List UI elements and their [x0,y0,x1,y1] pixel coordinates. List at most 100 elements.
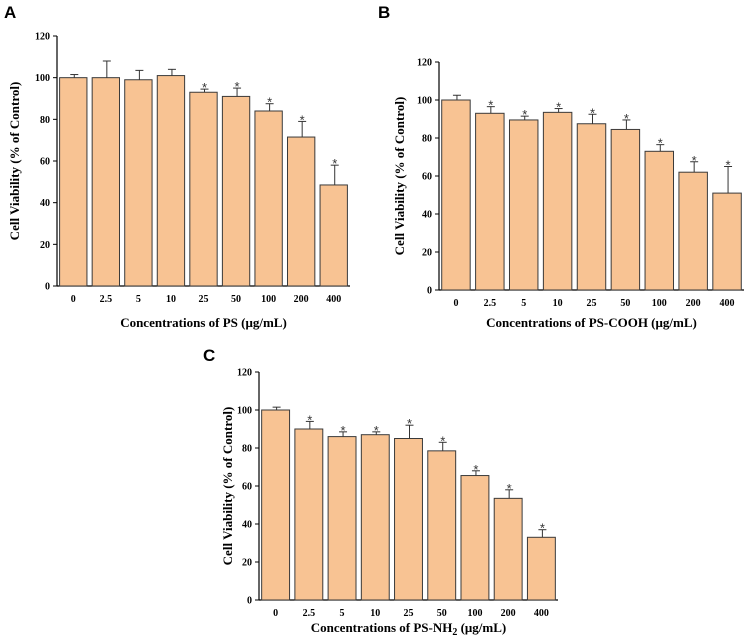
significance-star: * [440,433,445,448]
panel-letter-a: A [4,3,16,22]
y-tick-label: 80 [422,134,432,145]
y-tick-label: 0 [45,282,50,293]
significance-star: * [726,158,731,173]
bar [319,184,348,287]
bar [59,77,88,287]
x-axis-title: Concentrations of PS (μg/mL) [120,315,287,330]
bar [254,110,283,287]
significance-star: * [590,105,595,120]
significance-star: * [332,156,337,171]
significance-star: * [202,80,207,95]
x-tick-label: 100 [467,608,482,619]
panel-letter-c: C [203,346,215,365]
bar [327,436,357,601]
significance-star: * [507,481,512,496]
bar [294,428,324,601]
significance-star: * [300,112,305,127]
y-tick-label: 80 [242,444,252,455]
significance-star: * [540,521,545,536]
y-tick-label: 80 [40,115,50,126]
x-tick-label: 400 [720,298,735,309]
bar [360,434,390,601]
significance-star: * [624,111,629,126]
y-tick-label: 60 [422,172,432,183]
bar [427,450,457,601]
y-axis-title: Cell Viability (% of Control) [7,82,22,241]
x-axis-title: Concentrations of PS-COOH (μg/mL) [486,315,697,330]
bar [610,128,641,291]
bar [91,77,121,287]
x-tick-label: 200 [686,298,701,309]
significance-star: * [341,423,346,438]
x-tick-label: 2.5 [484,298,497,309]
significance-star: * [692,153,697,168]
significance-star: * [267,95,272,110]
y-tick-label: 120 [237,368,252,379]
y-tick-label: 100 [237,406,252,417]
y-tick-label: 20 [422,248,432,259]
x-axis-title-main: Concentrations of PS-NH [311,620,453,635]
x-axis-title-subscript: 2 [452,627,457,638]
bar [286,136,316,287]
x-tick-label: 25 [587,298,597,309]
significance-star: * [556,100,561,115]
y-axis-title: Cell Viability (% of Control) [220,407,235,566]
x-tick-label: 200 [294,294,309,305]
x-tick-label: 100 [261,294,276,305]
significance-star: * [522,107,527,122]
chart-panel-a: 0 20 40 60 80 100 120 0 2.5 5 10 * 25 * 50 * 100 * 200 * 400… [7,32,350,330]
bar [542,111,573,291]
y-tick-label: 60 [40,157,50,168]
panel-letter-b: B [378,3,390,22]
bar [189,91,218,287]
x-tick-label: 2.5 [303,608,316,619]
y-axis-title: Cell Viability (% of Control) [392,97,407,256]
chart-panel-b: 0 20 40 60 80 100 120 0 * 2.5 * 5 * 10 * 25 * 50 * 100 * 200 *… [392,58,744,330]
y-tick-label: 120 [35,32,50,43]
bar [156,75,186,287]
bar [712,192,742,291]
bar [644,150,675,291]
y-tick-label: 60 [242,482,252,493]
chart-panel-c: 0 20 40 60 80 100 120 0 * 2.5 * 5 * 10 * 25 * 50 * 100 * 200 *… [220,368,558,638]
x-tick-label: 5 [340,608,345,619]
significance-star: * [374,423,379,438]
y-tick-label: 40 [40,198,50,209]
bar [394,438,423,601]
x-tick-label: 0 [273,608,278,619]
x-axis-title: Concentrations of PS-NH2 (μg/mL) [311,620,506,638]
bar [678,171,708,291]
y-tick-label: 100 [35,73,50,84]
x-tick-label: 25 [199,294,209,305]
y-tick-label: 20 [40,240,50,251]
x-tick-label: 400 [534,608,549,619]
bar [493,497,523,601]
x-tick-label: 100 [652,298,667,309]
y-tick-label: 100 [417,96,432,107]
x-tick-label: 50 [437,608,447,619]
x-tick-label: 50 [231,294,241,305]
x-tick-label: 5 [521,298,526,309]
x-tick-label: 10 [553,298,563,309]
bar [124,79,153,287]
bar [508,119,539,291]
bar [475,112,505,291]
bar [221,95,251,287]
y-tick-label: 120 [417,58,432,69]
bar [526,536,556,601]
x-tick-label: 10 [370,608,380,619]
x-tick-label: 25 [404,608,414,619]
y-tick-label: 40 [242,520,252,531]
x-tick-label: 10 [166,294,176,305]
y-tick-label: 0 [427,286,432,297]
x-tick-label: 2.5 [100,294,113,305]
bar [441,99,471,291]
y-tick-label: 20 [242,558,252,569]
x-tick-label: 50 [620,298,630,309]
y-tick-label: 0 [247,596,252,607]
x-tick-label: 400 [326,294,341,305]
x-tick-label: 200 [501,608,516,619]
y-tick-label: 40 [422,210,432,221]
bar [576,123,607,291]
